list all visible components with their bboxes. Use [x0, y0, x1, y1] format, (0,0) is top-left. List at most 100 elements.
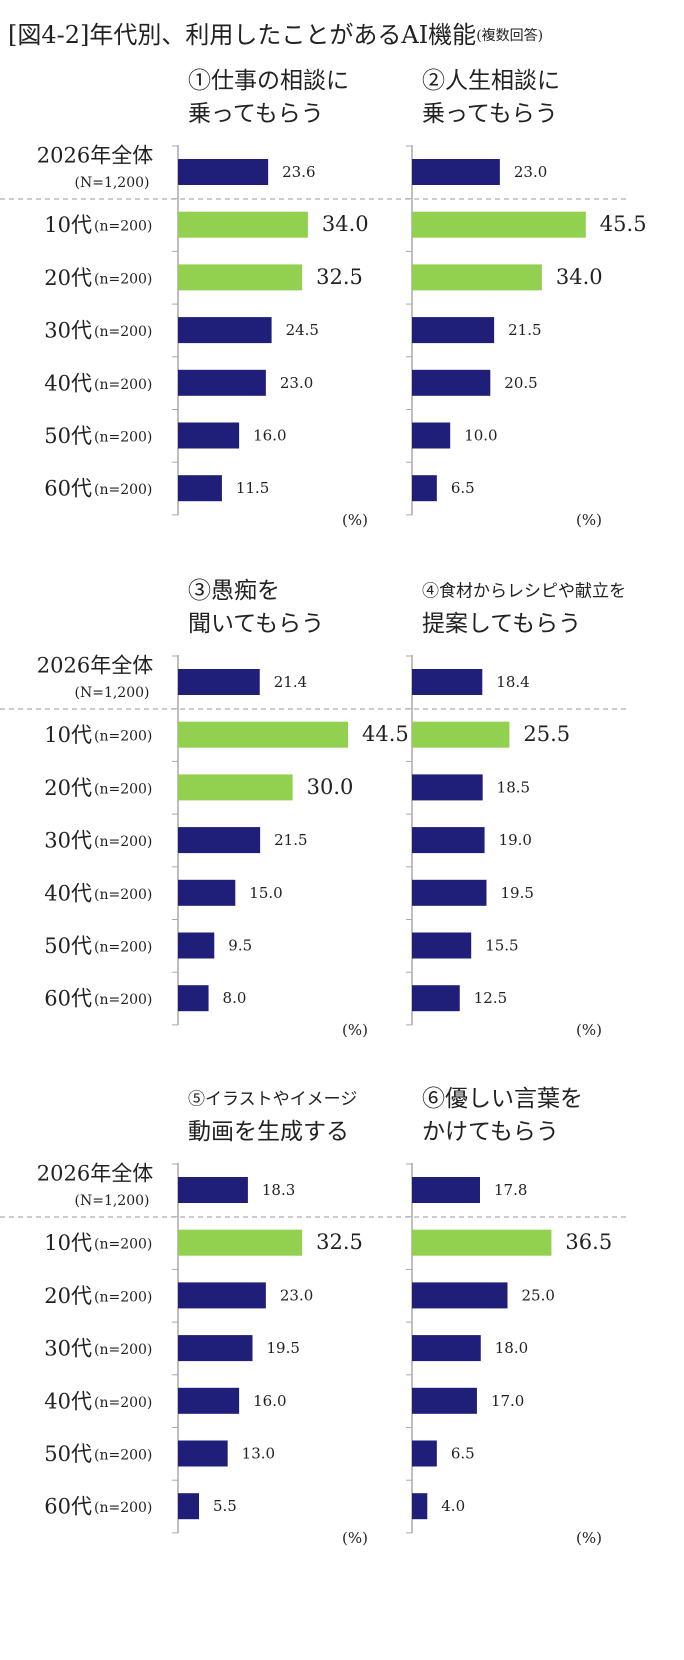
bar — [412, 475, 437, 502]
unit-label: (%) — [576, 1529, 602, 1547]
panel-title: ④食材からレシピや献立を — [422, 582, 626, 602]
category-label: 30代 — [44, 319, 92, 343]
title-note: (複数回答) — [476, 27, 543, 44]
bar — [412, 1387, 477, 1414]
panel-title: 動画を生成する — [188, 1119, 349, 1145]
value-label: 21.4 — [274, 673, 307, 691]
value-label: 23.0 — [280, 1286, 313, 1304]
panel-title: ③愚痴を — [188, 578, 280, 604]
category-label: 60代 — [44, 477, 92, 501]
bar — [412, 985, 460, 1012]
bar — [178, 475, 222, 502]
value-label: 18.5 — [497, 778, 530, 796]
value-label: 21.5 — [508, 321, 541, 339]
category-label: 60代 — [44, 987, 92, 1011]
panel-title: ①仕事の相談に — [188, 68, 349, 94]
bar — [412, 211, 586, 238]
panel-title: 乗ってもらう — [422, 101, 558, 127]
panel-title: 乗ってもらう — [188, 101, 324, 127]
bar — [178, 774, 293, 801]
category-label: 40代 — [44, 371, 92, 395]
category-note: (n=200) — [94, 781, 152, 797]
bar — [178, 1493, 200, 1520]
bar — [412, 1282, 508, 1309]
unit-label: (%) — [342, 1021, 368, 1039]
value-label: 25.0 — [522, 1286, 555, 1304]
value-label: 4.0 — [441, 1497, 465, 1515]
panel-title: 聞いてもらう — [188, 611, 324, 637]
value-label: 44.5 — [362, 722, 409, 746]
bar — [178, 721, 348, 748]
category-label: 40代 — [44, 1389, 92, 1413]
bar — [412, 1229, 552, 1256]
category-label: 50代 — [44, 424, 92, 448]
bar — [178, 1387, 240, 1414]
unit-label: (%) — [576, 1021, 602, 1039]
value-label: 21.5 — [274, 831, 307, 849]
category-label: 40代 — [44, 881, 92, 905]
category-label: 10代 — [44, 723, 92, 747]
category-note: (n=200) — [94, 1289, 152, 1305]
title-main: [図4-2]年代別、利用したことがあるAI機能 — [8, 21, 476, 49]
category-label: 20代 — [44, 266, 92, 290]
value-label: 16.0 — [253, 1392, 286, 1410]
category-note: (n=200) — [94, 482, 152, 498]
value-label: 10.0 — [464, 427, 497, 445]
category-label: 2026年全体 — [37, 654, 153, 678]
category-label: 30代 — [44, 1337, 92, 1361]
panel-title: かけてもらう — [422, 1119, 559, 1145]
value-label: 45.5 — [600, 212, 647, 236]
category-note: (n=200) — [94, 271, 152, 287]
value-label: 19.5 — [266, 1339, 299, 1357]
category-note: (n=200) — [94, 887, 152, 903]
value-label: 15.5 — [485, 937, 518, 955]
category-label: 50代 — [44, 1442, 92, 1466]
category-note: (n=200) — [94, 992, 152, 1008]
category-note: (n=200) — [94, 1342, 152, 1358]
bar — [412, 422, 451, 449]
category-note: (n=200) — [94, 729, 152, 745]
category-note: (n=200) — [94, 940, 152, 956]
value-label: 8.0 — [223, 989, 247, 1007]
category-note: (n=200) — [94, 1395, 152, 1411]
value-label: 23.6 — [282, 163, 315, 181]
value-label: 32.5 — [316, 1230, 363, 1254]
bar — [412, 369, 491, 396]
category-label: 50代 — [44, 934, 92, 958]
value-label: 25.5 — [523, 722, 570, 746]
bar — [412, 264, 542, 291]
bar — [178, 159, 269, 185]
bar — [412, 932, 472, 959]
bar — [178, 985, 209, 1012]
value-label: 13.0 — [242, 1445, 275, 1463]
category-label: 60代 — [44, 1495, 92, 1519]
bar — [178, 827, 261, 854]
category-label: 10代 — [44, 1231, 92, 1255]
value-label: 18.4 — [496, 673, 529, 691]
category-note: (n=200) — [94, 1237, 152, 1253]
category-label: 20代 — [44, 1284, 92, 1308]
category-note: (n=200) — [94, 1448, 152, 1464]
value-label: 11.5 — [236, 479, 269, 497]
category-note: (n=200) — [94, 377, 152, 393]
value-label: 18.3 — [262, 1181, 295, 1199]
bar — [412, 721, 510, 748]
panel-title: ②人生相談に — [422, 68, 560, 94]
bar — [178, 932, 215, 959]
unit-label: (%) — [576, 511, 602, 529]
value-label: 19.0 — [499, 831, 532, 849]
bar — [178, 317, 272, 344]
category-label: 10代 — [44, 213, 92, 237]
page-title: [図4-2]年代別、利用したことがあるAI機能(複数回答) — [8, 21, 543, 49]
bar — [412, 1440, 437, 1467]
bar — [412, 1493, 428, 1520]
bar — [178, 1177, 248, 1203]
value-label: 16.0 — [253, 427, 286, 445]
category-note: (n=200) — [94, 430, 152, 446]
value-label: 5.5 — [213, 1497, 237, 1515]
bar — [412, 317, 495, 344]
panel-title: ⑤イラストやイメージ — [188, 1090, 357, 1110]
bar — [412, 669, 483, 695]
category-label: 20代 — [44, 776, 92, 800]
